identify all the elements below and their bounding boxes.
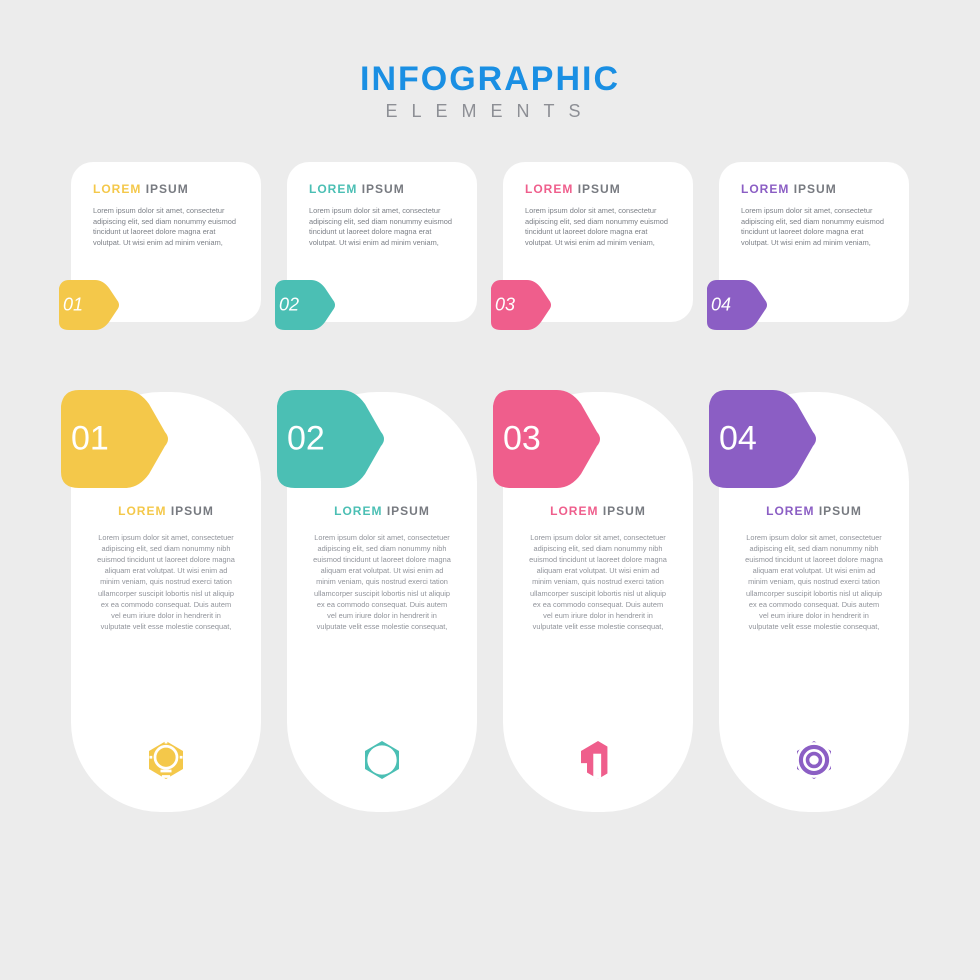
card-title: LOREM IPSUM <box>93 504 239 518</box>
bottom-card-2: 02 LOREM IPSUM Lorem ipsum dolor sit ame… <box>287 392 477 812</box>
step-number: 03 <box>495 295 515 316</box>
step-badge-3: 03 <box>483 276 555 334</box>
card-title: LOREM IPSUM <box>525 504 671 518</box>
card-title: LOREM IPSUM <box>741 504 887 518</box>
step-badge-2: 02 <box>267 276 339 334</box>
step-number: 01 <box>71 420 109 459</box>
card-title: LOREM IPSUM <box>309 504 455 518</box>
bulb-icon <box>144 738 188 782</box>
card-title: LOREM IPSUM <box>93 182 243 196</box>
step-badge-large-1: 01 <box>49 384 174 494</box>
card-title: LOREM IPSUM <box>525 182 675 196</box>
top-card-2: LOREM IPSUM Lorem ipsum dolor sit amet, … <box>287 162 477 322</box>
target-icon <box>792 738 836 782</box>
top-card-4: LOREM IPSUM Lorem ipsum dolor sit amet, … <box>719 162 909 322</box>
card-title: LOREM IPSUM <box>309 182 459 196</box>
card-body: Lorem ipsum dolor sit amet, consectetur … <box>93 206 243 249</box>
step-badge-1: 01 <box>51 276 123 334</box>
step-badge-large-3: 03 <box>481 384 606 494</box>
card-title: LOREM IPSUM <box>741 182 891 196</box>
step-number: 03 <box>503 420 541 459</box>
card-body: Lorem ipsum dolor sit amet, consectetur … <box>309 206 459 249</box>
header-title: INFOGRAPHIC <box>60 60 920 99</box>
page-header: INFOGRAPHIC ELEMENTS <box>60 60 920 122</box>
bottom-card-3: 03 LOREM IPSUM Lorem ipsum dolor sit ame… <box>503 392 693 812</box>
step-number: 02 <box>287 420 325 459</box>
step-badge-large-4: 04 <box>697 384 822 494</box>
card-body: Lorem ipsum dolor sit amet, consectetuer… <box>93 532 239 632</box>
step-number: 04 <box>711 295 731 316</box>
step-number: 02 <box>279 295 299 316</box>
bottom-card-1: 01 LOREM IPSUM Lorem ipsum dolor sit ame… <box>71 392 261 812</box>
card-body: Lorem ipsum dolor sit amet, consectetur … <box>525 206 675 249</box>
bars-icon <box>576 738 620 782</box>
step-badge-4: 04 <box>699 276 771 334</box>
card-body: Lorem ipsum dolor sit amet, consectetur … <box>741 206 891 249</box>
top-cards-row: LOREM IPSUM Lorem ipsum dolor sit amet, … <box>60 162 920 322</box>
top-card-3: LOREM IPSUM Lorem ipsum dolor sit amet, … <box>503 162 693 322</box>
bottom-cards-row: 01 LOREM IPSUM Lorem ipsum dolor sit ame… <box>60 392 920 812</box>
card-body: Lorem ipsum dolor sit amet, consectetuer… <box>525 532 671 632</box>
card-body: Lorem ipsum dolor sit amet, consectetuer… <box>309 532 455 632</box>
top-card-1: LOREM IPSUM Lorem ipsum dolor sit amet, … <box>71 162 261 322</box>
bottom-card-4: 04 LOREM IPSUM Lorem ipsum dolor sit ame… <box>719 392 909 812</box>
step-number: 01 <box>63 295 83 316</box>
header-subtitle: ELEMENTS <box>60 101 920 122</box>
card-body: Lorem ipsum dolor sit amet, consectetuer… <box>741 532 887 632</box>
step-badge-large-2: 02 <box>265 384 390 494</box>
step-number: 04 <box>719 420 757 459</box>
dot-icon <box>360 738 404 782</box>
